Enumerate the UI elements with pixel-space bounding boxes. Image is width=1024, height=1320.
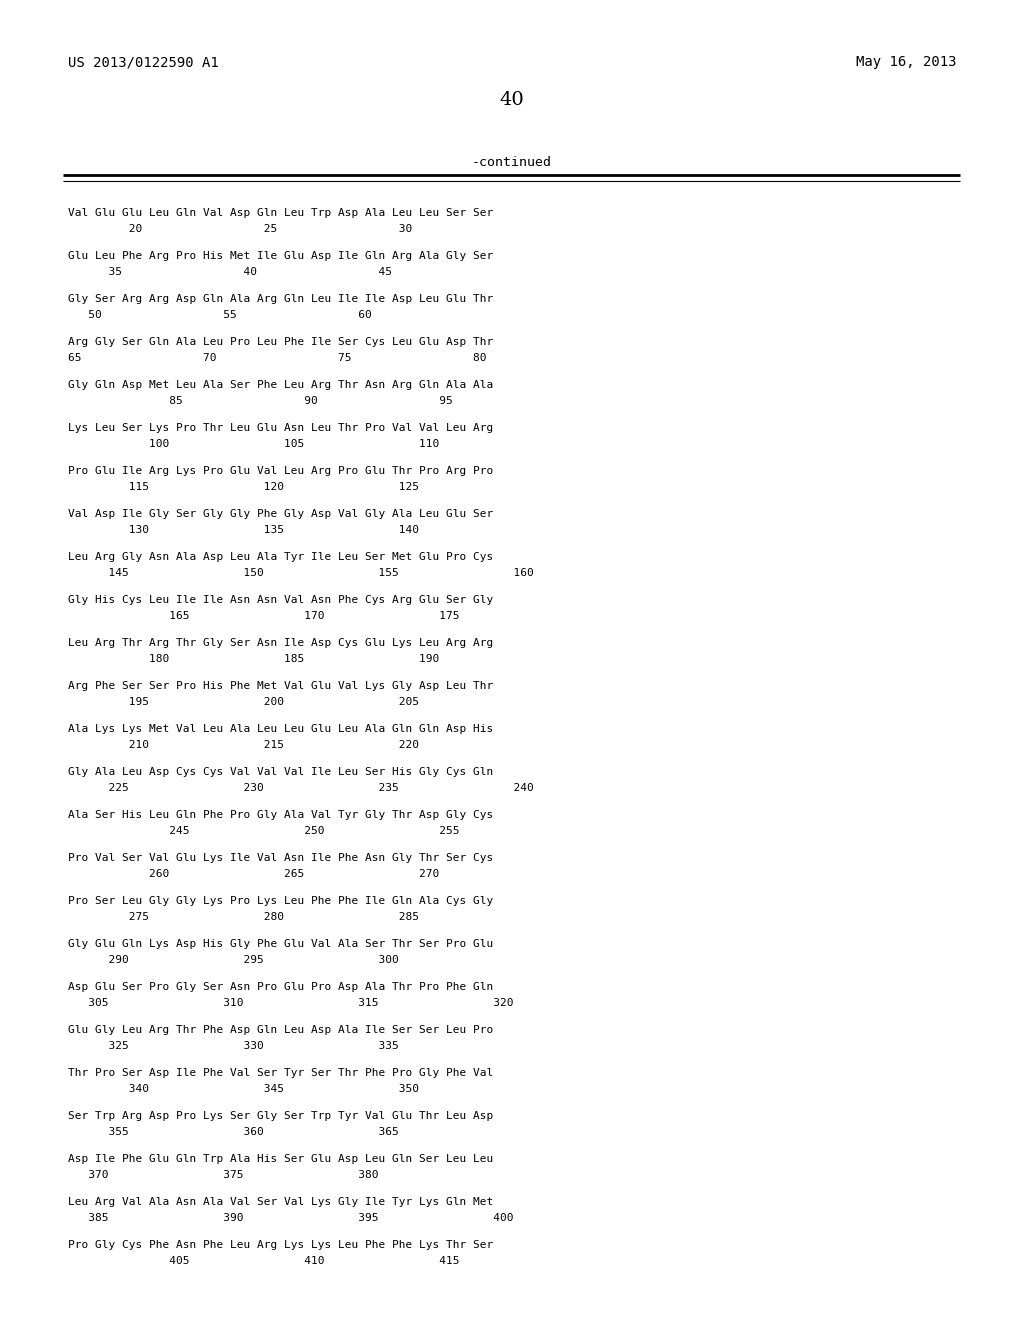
Text: 385                 390                 395                 400: 385 390 395 400 [68,1213,513,1224]
Text: Gly Ala Leu Asp Cys Cys Val Val Val Ile Leu Ser His Gly Cys Gln: Gly Ala Leu Asp Cys Cys Val Val Val Ile … [68,767,494,777]
Text: 100                 105                 110: 100 105 110 [68,440,439,449]
Text: Gly His Cys Leu Ile Ile Asn Asn Val Asn Phe Cys Arg Glu Ser Gly: Gly His Cys Leu Ile Ile Asn Asn Val Asn … [68,595,494,605]
Text: 85                  90                  95: 85 90 95 [68,396,453,407]
Text: 305                 310                 315                 320: 305 310 315 320 [68,998,513,1008]
Text: 370                 375                 380: 370 375 380 [68,1170,379,1180]
Text: Arg Gly Ser Gln Ala Leu Pro Leu Phe Ile Ser Cys Leu Glu Asp Thr: Arg Gly Ser Gln Ala Leu Pro Leu Phe Ile … [68,337,494,347]
Text: 245                 250                 255: 245 250 255 [68,826,460,836]
Text: Gly Ser Arg Arg Asp Gln Ala Arg Gln Leu Ile Ile Asp Leu Glu Thr: Gly Ser Arg Arg Asp Gln Ala Arg Gln Leu … [68,294,494,304]
Text: 195                 200                 205: 195 200 205 [68,697,419,708]
Text: Pro Val Ser Val Glu Lys Ile Val Asn Ile Phe Asn Gly Thr Ser Cys: Pro Val Ser Val Glu Lys Ile Val Asn Ile … [68,853,494,863]
Text: 340                 345                 350: 340 345 350 [68,1084,419,1094]
Text: 20                  25                  30: 20 25 30 [68,224,413,234]
Text: 290                 295                 300: 290 295 300 [68,954,398,965]
Text: 210                 215                 220: 210 215 220 [68,741,419,750]
Text: Leu Arg Val Ala Asn Ala Val Ser Val Lys Gly Ile Tyr Lys Gln Met: Leu Arg Val Ala Asn Ala Val Ser Val Lys … [68,1197,494,1206]
Text: 165                 170                 175: 165 170 175 [68,611,460,620]
Text: Ala Ser His Leu Gln Phe Pro Gly Ala Val Tyr Gly Thr Asp Gly Cys: Ala Ser His Leu Gln Phe Pro Gly Ala Val … [68,810,494,820]
Text: 130                 135                 140: 130 135 140 [68,525,419,535]
Text: 65                  70                  75                  80: 65 70 75 80 [68,352,486,363]
Text: 325                 330                 335: 325 330 335 [68,1041,398,1051]
Text: Pro Ser Leu Gly Gly Lys Pro Lys Leu Phe Phe Ile Gln Ala Cys Gly: Pro Ser Leu Gly Gly Lys Pro Lys Leu Phe … [68,896,494,906]
Text: 260                 265                 270: 260 265 270 [68,869,439,879]
Text: Val Asp Ile Gly Ser Gly Gly Phe Gly Asp Val Gly Ala Leu Glu Ser: Val Asp Ile Gly Ser Gly Gly Phe Gly Asp … [68,510,494,519]
Text: 115                 120                 125: 115 120 125 [68,482,419,492]
Text: Pro Glu Ile Arg Lys Pro Glu Val Leu Arg Pro Glu Thr Pro Arg Pro: Pro Glu Ile Arg Lys Pro Glu Val Leu Arg … [68,466,494,477]
Text: 35                  40                  45: 35 40 45 [68,267,392,277]
Text: Pro Gly Cys Phe Asn Phe Leu Arg Lys Lys Leu Phe Phe Lys Thr Ser: Pro Gly Cys Phe Asn Phe Leu Arg Lys Lys … [68,1239,494,1250]
Text: -continued: -continued [472,157,552,169]
Text: 145                 150                 155                 160: 145 150 155 160 [68,568,534,578]
Text: 225                 230                 235                 240: 225 230 235 240 [68,783,534,793]
Text: Glu Leu Phe Arg Pro His Met Ile Glu Asp Ile Gln Arg Ala Gly Ser: Glu Leu Phe Arg Pro His Met Ile Glu Asp … [68,251,494,261]
Text: 275                 280                 285: 275 280 285 [68,912,419,921]
Text: Arg Phe Ser Ser Pro His Phe Met Val Glu Val Lys Gly Asp Leu Thr: Arg Phe Ser Ser Pro His Phe Met Val Glu … [68,681,494,690]
Text: 355                 360                 365: 355 360 365 [68,1127,398,1137]
Text: Ser Trp Arg Asp Pro Lys Ser Gly Ser Trp Tyr Val Glu Thr Leu Asp: Ser Trp Arg Asp Pro Lys Ser Gly Ser Trp … [68,1111,494,1121]
Text: Gly Gln Asp Met Leu Ala Ser Phe Leu Arg Thr Asn Arg Gln Ala Ala: Gly Gln Asp Met Leu Ala Ser Phe Leu Arg … [68,380,494,389]
Text: Ala Lys Lys Met Val Leu Ala Leu Leu Glu Leu Ala Gln Gln Asp His: Ala Lys Lys Met Val Leu Ala Leu Leu Glu … [68,723,494,734]
Text: May 16, 2013: May 16, 2013 [855,55,956,69]
Text: Leu Arg Thr Arg Thr Gly Ser Asn Ile Asp Cys Glu Lys Leu Arg Arg: Leu Arg Thr Arg Thr Gly Ser Asn Ile Asp … [68,638,494,648]
Text: Asp Ile Phe Glu Gln Trp Ala His Ser Glu Asp Leu Gln Ser Leu Leu: Asp Ile Phe Glu Gln Trp Ala His Ser Glu … [68,1154,494,1164]
Text: 180                 185                 190: 180 185 190 [68,653,439,664]
Text: Thr Pro Ser Asp Ile Phe Val Ser Tyr Ser Thr Phe Pro Gly Phe Val: Thr Pro Ser Asp Ile Phe Val Ser Tyr Ser … [68,1068,494,1078]
Text: Lys Leu Ser Lys Pro Thr Leu Glu Asn Leu Thr Pro Val Val Leu Arg: Lys Leu Ser Lys Pro Thr Leu Glu Asn Leu … [68,422,494,433]
Text: US 2013/0122590 A1: US 2013/0122590 A1 [68,55,219,69]
Text: 405                 410                 415: 405 410 415 [68,1257,460,1266]
Text: Leu Arg Gly Asn Ala Asp Leu Ala Tyr Ile Leu Ser Met Glu Pro Cys: Leu Arg Gly Asn Ala Asp Leu Ala Tyr Ile … [68,552,494,562]
Text: 50                  55                  60: 50 55 60 [68,310,372,319]
Text: Asp Glu Ser Pro Gly Ser Asn Pro Glu Pro Asp Ala Thr Pro Phe Gln: Asp Glu Ser Pro Gly Ser Asn Pro Glu Pro … [68,982,494,993]
Text: Val Glu Glu Leu Gln Val Asp Gln Leu Trp Asp Ala Leu Leu Ser Ser: Val Glu Glu Leu Gln Val Asp Gln Leu Trp … [68,209,494,218]
Text: 40: 40 [500,91,524,110]
Text: Glu Gly Leu Arg Thr Phe Asp Gln Leu Asp Ala Ile Ser Ser Leu Pro: Glu Gly Leu Arg Thr Phe Asp Gln Leu Asp … [68,1026,494,1035]
Text: Gly Glu Gln Lys Asp His Gly Phe Glu Val Ala Ser Thr Ser Pro Glu: Gly Glu Gln Lys Asp His Gly Phe Glu Val … [68,939,494,949]
